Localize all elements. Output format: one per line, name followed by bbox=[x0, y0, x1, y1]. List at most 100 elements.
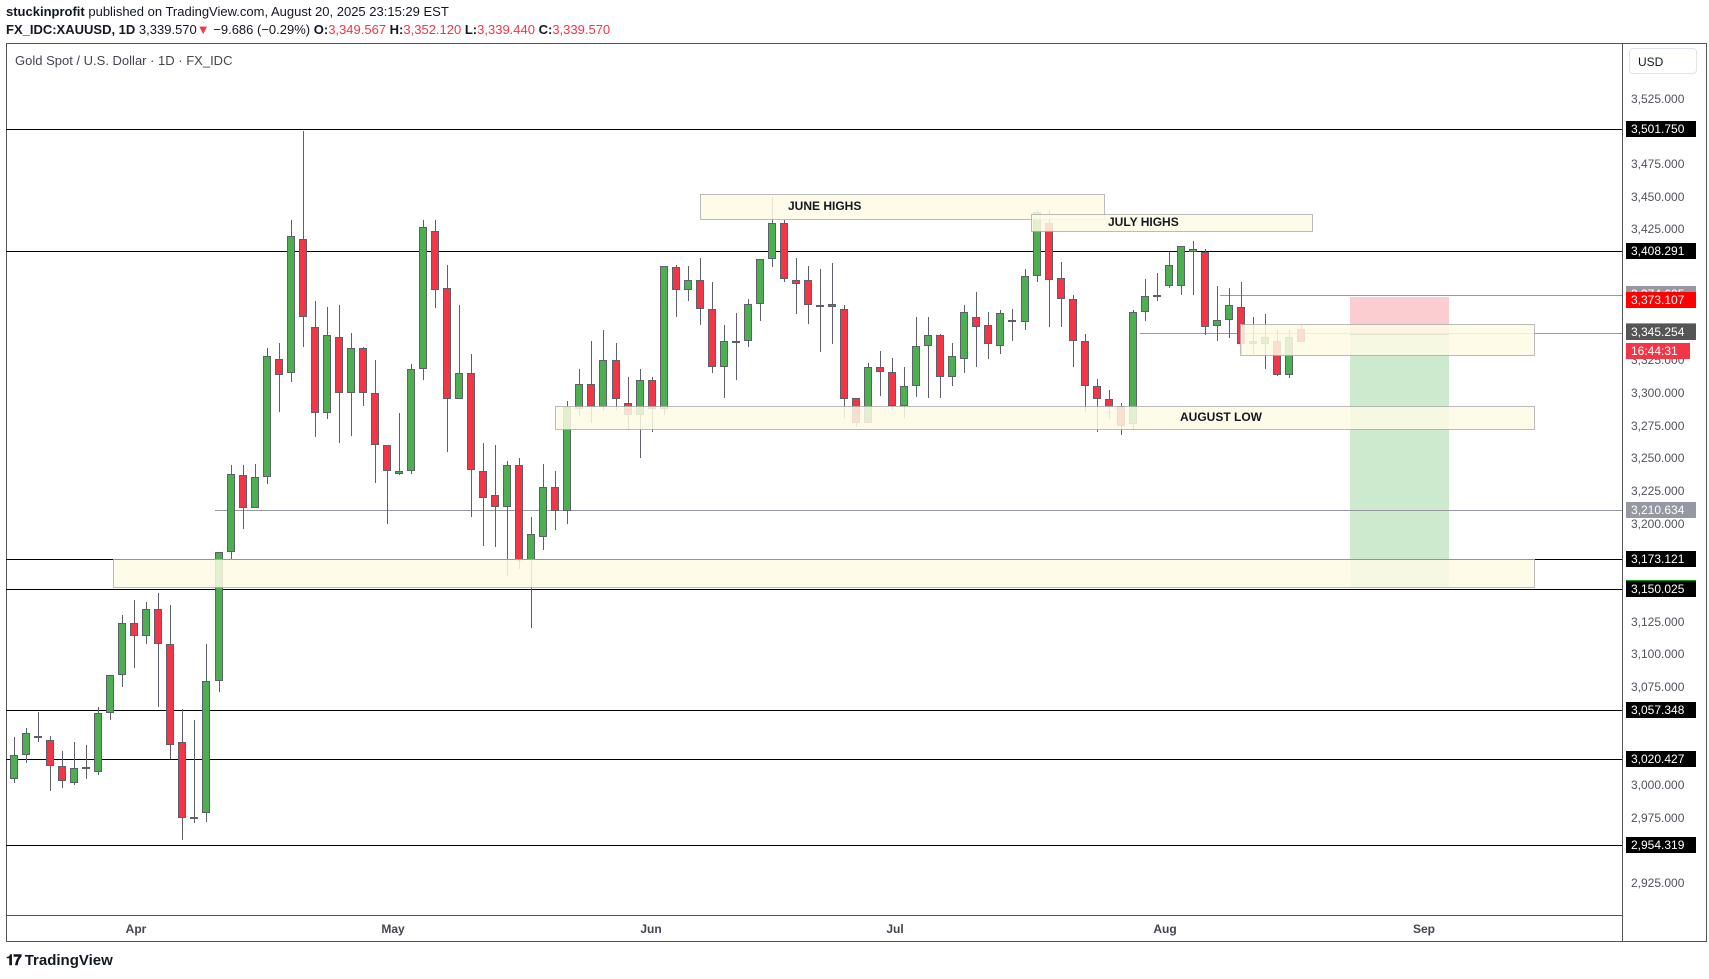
change: −9.686 (−0.29%) bbox=[213, 22, 311, 37]
bear-candle bbox=[1092, 386, 1101, 400]
published-text: published on TradingView.com, August 20,… bbox=[88, 4, 449, 19]
bull-candle bbox=[455, 373, 464, 400]
time-axis[interactable] bbox=[6, 915, 1622, 942]
price-tag: 3,373.107 bbox=[1626, 292, 1696, 309]
bull-candle bbox=[659, 266, 668, 409]
price-tag: 3,345.254 bbox=[1626, 323, 1696, 340]
july-highs-zone bbox=[1031, 213, 1313, 232]
bear-candle bbox=[803, 280, 812, 306]
price-tick: 3,100.000 bbox=[1631, 647, 1685, 662]
price-tag: 2,954.319 bbox=[1626, 837, 1696, 854]
bear-candle bbox=[1056, 277, 1065, 299]
chart-frame bbox=[6, 43, 1707, 942]
horizontal-level-line bbox=[6, 758, 1622, 760]
july-highs-label: JULY HIGHS bbox=[1108, 214, 1179, 229]
bear-candle bbox=[370, 392, 379, 446]
ohlc-legend: FX_IDC:XAUUSD, 1D 3,339.570▼ −9.686 (−0.… bbox=[6, 22, 610, 37]
price-tick: 2,925.000 bbox=[1631, 876, 1685, 891]
bear-candle bbox=[695, 280, 704, 310]
support-zone bbox=[113, 558, 1535, 589]
author[interactable]: stuckinprofit bbox=[6, 4, 85, 19]
bull-candle bbox=[539, 487, 548, 537]
bear-candle bbox=[58, 765, 67, 782]
candle-wick bbox=[735, 313, 737, 380]
price-tick: 3,200.000 bbox=[1631, 516, 1685, 531]
bull-candle bbox=[202, 680, 211, 813]
bear-candle bbox=[298, 238, 307, 317]
close-value: 3,339.570 bbox=[552, 22, 611, 37]
bear-candle bbox=[1008, 319, 1017, 322]
bull-candle bbox=[419, 226, 428, 370]
bull-candle bbox=[34, 735, 43, 738]
bull-candle bbox=[406, 369, 415, 472]
price-tick: 3,300.000 bbox=[1631, 385, 1685, 400]
bear-candle bbox=[238, 475, 247, 508]
price-axis[interactable] bbox=[1622, 43, 1707, 942]
bull-candle bbox=[599, 360, 608, 408]
bear-candle bbox=[467, 373, 476, 471]
price-tick: 3,225.000 bbox=[1631, 483, 1685, 498]
chart-pane[interactable]: AUGUST LOW JUNE HIGHS JULY HIGHS bbox=[6, 43, 1622, 915]
bear-candle bbox=[46, 739, 55, 766]
bull-candle bbox=[1020, 276, 1029, 323]
bear-candle bbox=[130, 623, 139, 637]
bull-candle bbox=[22, 732, 31, 756]
horizontal-level-line bbox=[6, 845, 1622, 847]
open-label: O: bbox=[313, 22, 329, 37]
candle-wick bbox=[194, 719, 196, 824]
tradingview-logo[interactable]: 𝟏𝟕 TradingView bbox=[6, 952, 113, 969]
bear-candle bbox=[178, 742, 187, 818]
bear-candle bbox=[936, 335, 945, 378]
candle-wick bbox=[398, 412, 400, 476]
symbol: FX_IDC:XAUUSD, 1D bbox=[6, 22, 136, 37]
price-tick: 3,525.000 bbox=[1631, 91, 1685, 106]
gray-level-line bbox=[1220, 295, 1622, 297]
bear-candle bbox=[551, 487, 560, 511]
bull-candle bbox=[900, 386, 909, 406]
horizontal-level-line bbox=[6, 710, 1622, 712]
bull-candle bbox=[262, 356, 271, 477]
candle-wick bbox=[1217, 285, 1218, 341]
month-label: Jun bbox=[640, 922, 662, 936]
price-tick: 3,275.000 bbox=[1631, 418, 1685, 433]
bear-candle bbox=[876, 366, 885, 372]
high-label: H: bbox=[389, 22, 404, 37]
bull-candle bbox=[1225, 305, 1234, 320]
bear-candle bbox=[334, 336, 343, 393]
price-tick: 3,475.000 bbox=[1631, 156, 1685, 171]
bull-candle bbox=[743, 303, 752, 341]
june-highs-label: JUNE HIGHS bbox=[788, 199, 862, 214]
bear-candle bbox=[382, 445, 391, 472]
gray-level-line bbox=[215, 509, 1622, 511]
bull-candle bbox=[346, 348, 355, 393]
bear-candle bbox=[779, 222, 788, 280]
bear-candle bbox=[828, 303, 837, 307]
currency-button[interactable]: USD bbox=[1629, 48, 1697, 74]
candle-wick bbox=[1012, 309, 1014, 341]
bull-candle bbox=[106, 675, 115, 714]
bear-candle bbox=[491, 494, 500, 507]
price-tag: 3,501.750 bbox=[1626, 121, 1696, 137]
candle-wick bbox=[74, 742, 76, 786]
bear-candle bbox=[1200, 251, 1209, 328]
month-label: Sep bbox=[1412, 922, 1436, 936]
low-label: L: bbox=[464, 22, 478, 37]
bear-candle bbox=[984, 324, 993, 345]
bull-candle bbox=[912, 345, 921, 387]
bear-candle bbox=[166, 644, 175, 745]
take-profit-area bbox=[1350, 333, 1449, 589]
bull-candle bbox=[960, 311, 969, 359]
bull-candle bbox=[924, 335, 933, 346]
bear-candle bbox=[154, 608, 163, 645]
bull-candle bbox=[767, 222, 776, 260]
price-tag: 3,150.025 bbox=[1626, 581, 1696, 598]
price-tick: 2,975.000 bbox=[1631, 810, 1685, 825]
bear-candle bbox=[358, 348, 367, 393]
bull-candle bbox=[503, 464, 512, 507]
horizontal-level-line bbox=[6, 129, 1622, 130]
horizontal-level-line bbox=[6, 251, 1622, 253]
candle-wick bbox=[507, 460, 509, 576]
price-tag: 16:44:31 bbox=[1626, 342, 1690, 359]
bear-candle bbox=[611, 360, 620, 400]
price-tag: 3,173.121 bbox=[1626, 550, 1696, 567]
